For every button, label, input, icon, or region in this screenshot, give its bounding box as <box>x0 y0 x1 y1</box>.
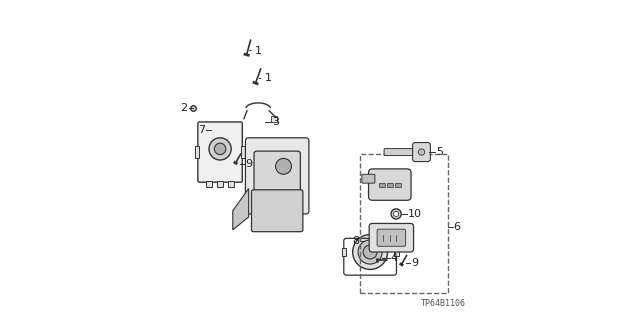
Text: 4: 4 <box>391 253 398 263</box>
Text: 10: 10 <box>408 209 422 219</box>
Circle shape <box>276 158 291 174</box>
FancyBboxPatch shape <box>413 142 430 162</box>
Text: 9: 9 <box>412 258 419 268</box>
Bar <box>228 180 234 187</box>
Bar <box>206 180 212 187</box>
FancyBboxPatch shape <box>369 223 413 252</box>
Bar <box>271 116 277 122</box>
Text: 1: 1 <box>255 45 262 56</box>
Circle shape <box>391 209 401 219</box>
Text: 8: 8 <box>352 236 359 246</box>
FancyBboxPatch shape <box>198 122 243 182</box>
Bar <box>342 248 346 256</box>
Text: 5: 5 <box>436 147 443 157</box>
Text: 6: 6 <box>453 222 460 232</box>
Text: 7: 7 <box>198 125 205 135</box>
Circle shape <box>209 138 231 160</box>
Bar <box>394 183 401 187</box>
FancyBboxPatch shape <box>384 148 418 156</box>
Circle shape <box>358 240 382 264</box>
Text: 2: 2 <box>180 103 188 113</box>
Circle shape <box>214 143 226 155</box>
Text: 1: 1 <box>264 74 271 84</box>
FancyBboxPatch shape <box>377 229 406 246</box>
Circle shape <box>363 245 377 259</box>
FancyBboxPatch shape <box>252 190 303 232</box>
Text: TP64B1106: TP64B1106 <box>421 299 466 308</box>
Text: 3: 3 <box>272 117 279 127</box>
Text: 9: 9 <box>246 159 253 169</box>
Circle shape <box>353 235 388 269</box>
Polygon shape <box>233 188 248 230</box>
Bar <box>241 146 246 158</box>
Bar <box>394 248 399 256</box>
FancyBboxPatch shape <box>369 169 411 200</box>
Bar <box>379 183 385 187</box>
FancyBboxPatch shape <box>246 138 309 214</box>
Bar <box>387 183 393 187</box>
Circle shape <box>419 149 425 155</box>
Bar <box>217 180 223 187</box>
Circle shape <box>394 212 399 216</box>
FancyBboxPatch shape <box>254 151 300 201</box>
Bar <box>195 146 200 158</box>
FancyBboxPatch shape <box>362 174 375 183</box>
Bar <box>360 154 449 293</box>
